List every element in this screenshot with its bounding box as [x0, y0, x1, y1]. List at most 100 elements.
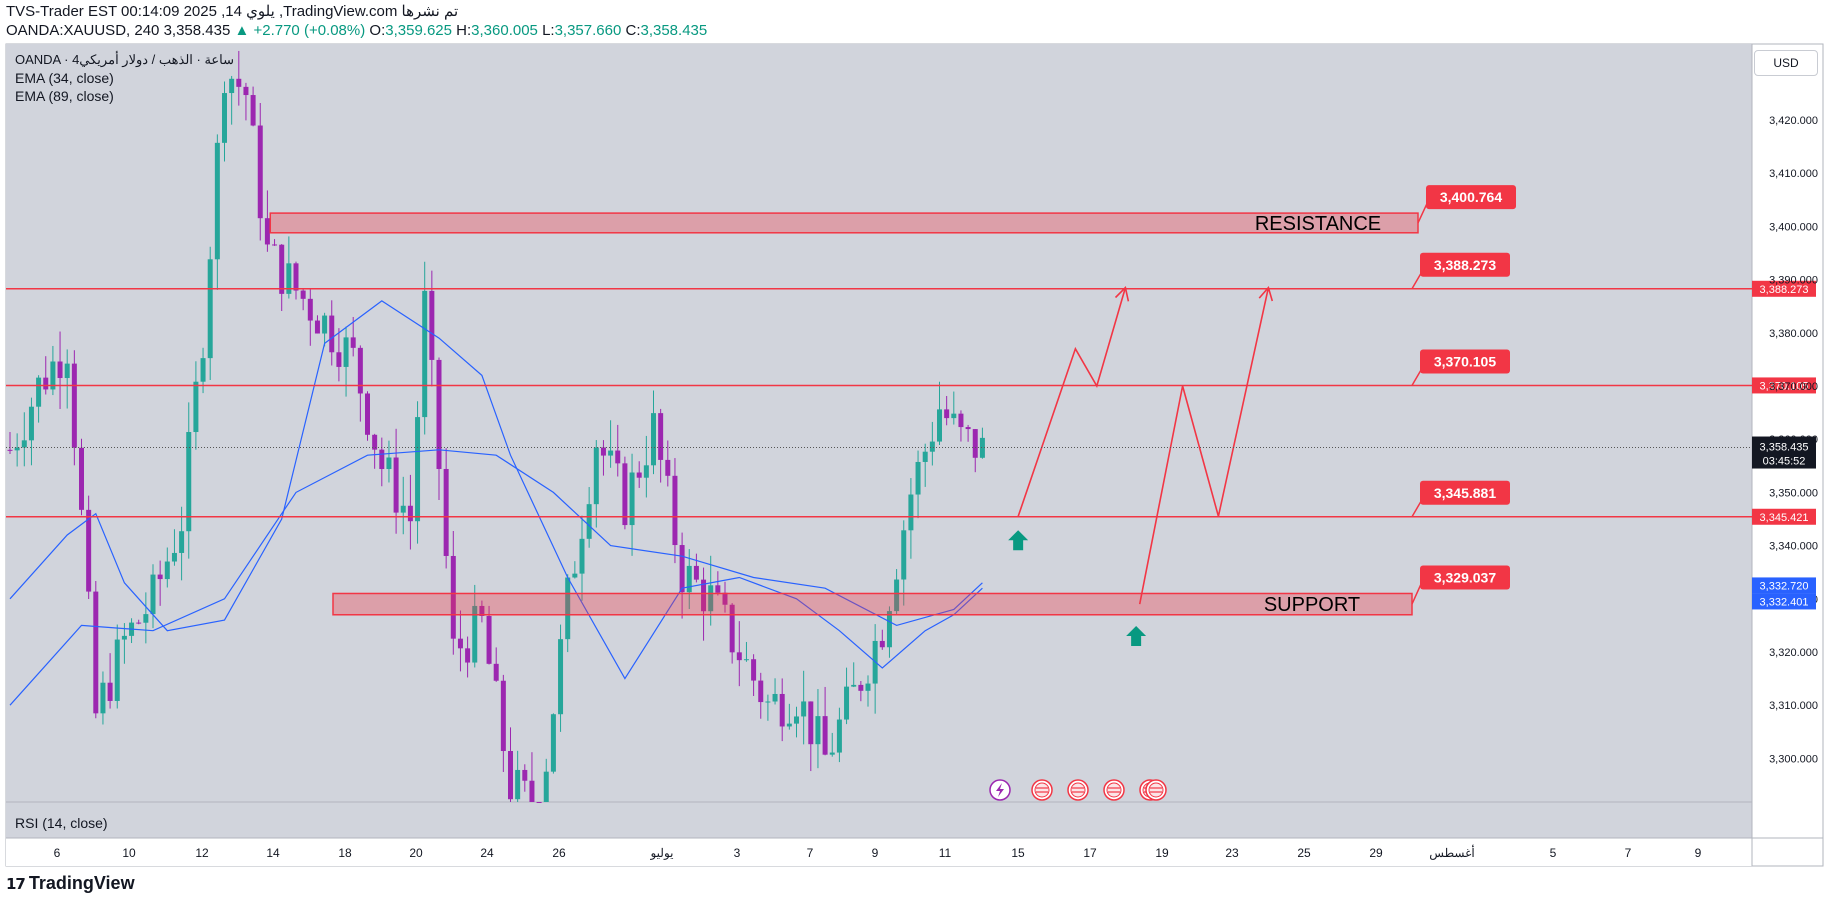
- x-tick-label: 7: [1625, 846, 1632, 860]
- candle-body: [236, 78, 242, 87]
- close-value: 3,358.435: [640, 22, 708, 39]
- candle: [121, 623, 127, 664]
- last-price: 3,358.435: [163, 22, 231, 39]
- candle: [643, 435, 649, 498]
- candle: [693, 553, 699, 583]
- candle: [57, 331, 63, 409]
- candle-body: [71, 363, 77, 448]
- candle-body: [429, 290, 435, 360]
- candle: [279, 244, 285, 312]
- zone-resistance: RESISTANCE 3,400.764: [269, 185, 1516, 235]
- candle: [944, 395, 950, 426]
- legend-ema34[interactable]: EMA (34, close): [15, 70, 114, 86]
- candle: [236, 50, 242, 106]
- candle: [43, 356, 49, 395]
- candle: [686, 549, 692, 610]
- candle: [786, 703, 792, 730]
- x-tick-label: 5: [1550, 846, 1557, 860]
- candle-body: [686, 565, 692, 593]
- candle-body: [415, 417, 421, 522]
- candle: [908, 478, 914, 559]
- candle-body: [701, 579, 707, 612]
- currency-button[interactable]: USD: [1754, 50, 1818, 76]
- ema34-line: [9, 300, 983, 680]
- economic-event-icon[interactable]: [1145, 779, 1167, 801]
- projection-path: [1138, 285, 1274, 605]
- legend-ema89[interactable]: EMA (89, close): [15, 88, 114, 104]
- candle: [565, 574, 571, 653]
- candle-body: [407, 505, 413, 522]
- candle-body: [743, 659, 749, 661]
- economic-event-icon[interactable]: [1067, 779, 1089, 801]
- candle-body: [93, 591, 99, 714]
- candle: [722, 581, 728, 613]
- y-tick-label: 3,420.000: [1769, 115, 1818, 127]
- candle: [715, 571, 721, 596]
- candle: [264, 190, 270, 252]
- candle-body: [543, 771, 549, 802]
- candle-body: [908, 494, 914, 531]
- candle: [622, 456, 628, 530]
- projection-path: [1017, 286, 1130, 517]
- x-tick-label: 20: [409, 846, 423, 860]
- candle: [243, 82, 249, 121]
- candle-body: [157, 574, 163, 580]
- candle-body: [586, 504, 592, 539]
- x-tick-label: 29: [1369, 846, 1383, 860]
- candle: [808, 701, 814, 772]
- candle: [579, 515, 585, 601]
- candle: [71, 350, 77, 466]
- candle-body: [536, 802, 542, 803]
- candle-body: [136, 622, 142, 624]
- candle-body: [322, 315, 328, 334]
- candle-body: [515, 769, 521, 800]
- candle-body: [465, 648, 471, 663]
- candle-body: [865, 683, 871, 691]
- ema-axis-badge: [1752, 577, 1816, 594]
- candle: [929, 421, 935, 466]
- candle: [522, 764, 528, 792]
- candle: [64, 349, 70, 409]
- candle-body: [164, 561, 170, 580]
- candle-body: [665, 459, 671, 476]
- candle-body: [944, 409, 950, 419]
- candle-body: [851, 684, 857, 687]
- candle: [136, 619, 142, 625]
- candle-body: [958, 413, 964, 428]
- candle: [979, 427, 985, 459]
- dividend-event-icon[interactable]: [989, 779, 1011, 801]
- candle: [472, 584, 478, 668]
- candle-body: [693, 565, 699, 580]
- candle: [229, 75, 235, 125]
- candle-body: [822, 716, 828, 755]
- candle: [143, 592, 149, 644]
- brand[interactable]: 𝟭𝟳 TradingView: [6, 873, 135, 894]
- candle-body: [179, 531, 185, 553]
- candle-body: [708, 585, 714, 612]
- x-tick-label: 9: [1695, 846, 1702, 860]
- candle: [222, 81, 227, 162]
- candle: [36, 375, 42, 423]
- ema-axis-badge: [1752, 593, 1816, 610]
- candle-body: [894, 579, 900, 612]
- candle-body: [272, 244, 278, 246]
- candle-body: [193, 381, 199, 433]
- legend-rsi[interactable]: RSI (14, close): [15, 815, 108, 831]
- candle: [50, 345, 56, 396]
- economic-event-icon[interactable]: [1031, 779, 1053, 801]
- candle: [179, 506, 185, 581]
- candle: [822, 686, 828, 756]
- candle-body: [622, 463, 628, 526]
- candle-body: [636, 472, 642, 478]
- candle: [465, 636, 471, 678]
- candle: [729, 603, 735, 664]
- candle: [300, 288, 306, 311]
- candle: [815, 689, 821, 769]
- candle: [329, 300, 335, 366]
- candle-body: [600, 447, 606, 456]
- economic-event-icon[interactable]: [1103, 779, 1125, 801]
- level-axis-label: 3,370.105: [1760, 380, 1809, 392]
- candle: [193, 361, 199, 450]
- candle-body: [629, 472, 635, 526]
